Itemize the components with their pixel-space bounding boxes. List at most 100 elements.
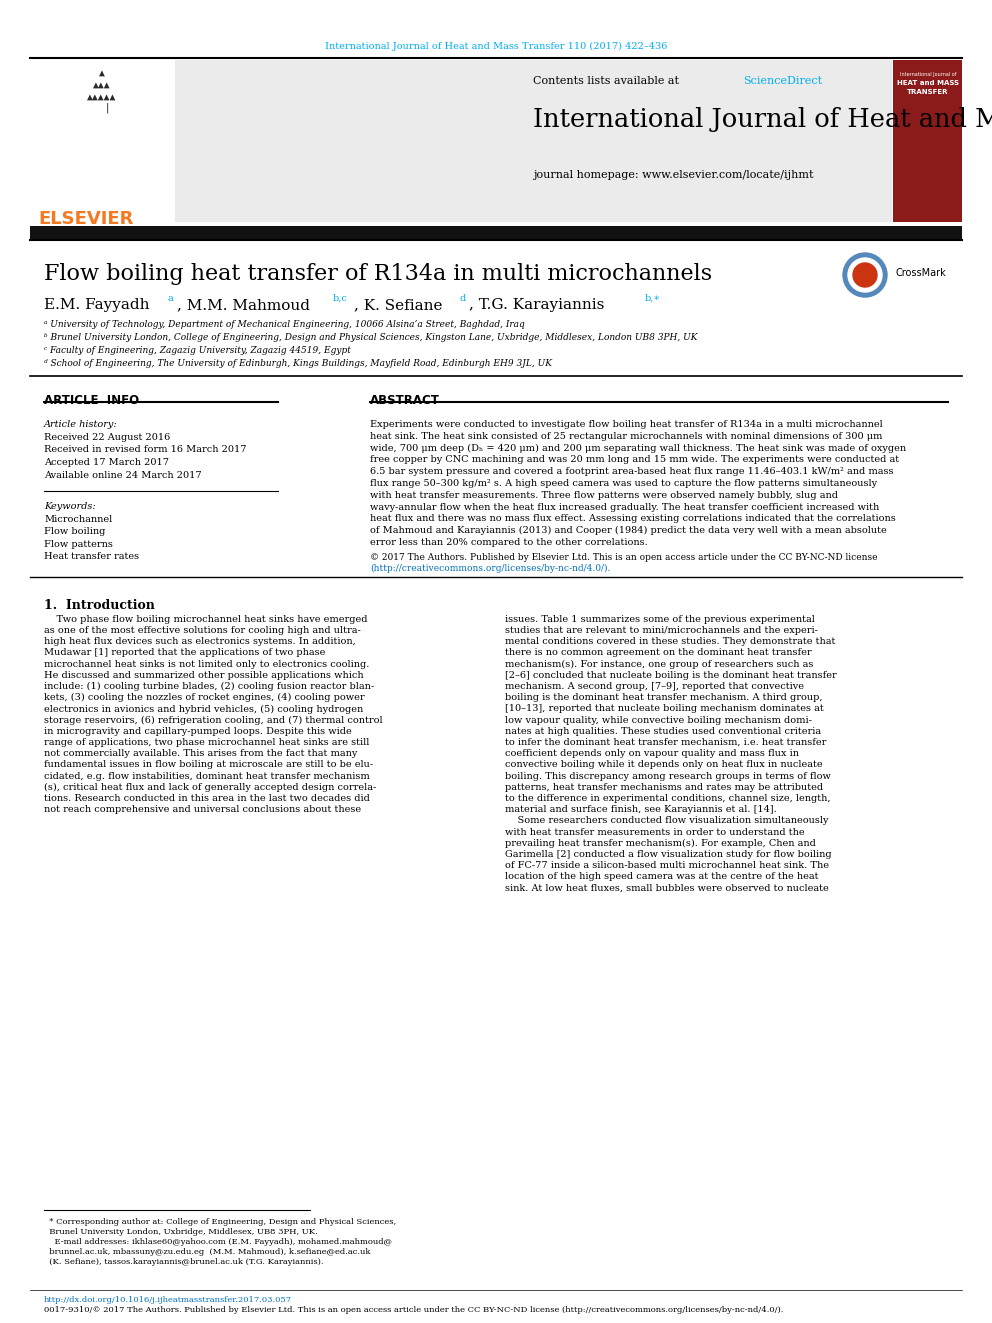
Text: tions. Research conducted in this area in the last two decades did: tions. Research conducted in this area i… [44, 794, 370, 803]
Text: wavy-annular flow when the heat flux increased gradually. The heat transfer coef: wavy-annular flow when the heat flux inc… [370, 503, 879, 512]
Text: mechanism. A second group, [7–9], reported that convective: mechanism. A second group, [7–9], report… [505, 681, 804, 691]
Text: to the difference in experimental conditions, channel size, length,: to the difference in experimental condit… [505, 794, 830, 803]
Text: http://dx.doi.org/10.1016/j.ijheatmasstransfer.2017.03.057: http://dx.doi.org/10.1016/j.ijheatmasstr… [44, 1297, 292, 1304]
Text: ELSEVIER: ELSEVIER [38, 210, 133, 228]
Text: brunnel.ac.uk, mbassuny@zu.edu.eg  (M.M. Mahmoud), k.sefiane@ed.ac.uk: brunnel.ac.uk, mbassuny@zu.edu.eg (M.M. … [44, 1248, 370, 1256]
Text: [2–6] concluded that nucleate boiling is the dominant heat transfer: [2–6] concluded that nucleate boiling is… [505, 671, 836, 680]
Text: as one of the most effective solutions for cooling high and ultra-: as one of the most effective solutions f… [44, 626, 361, 635]
Text: He discussed and summarized other possible applications which: He discussed and summarized other possib… [44, 671, 364, 680]
Text: with heat transfer measurements in order to understand the: with heat transfer measurements in order… [505, 828, 805, 836]
Text: Article history:: Article history: [44, 419, 118, 429]
Text: ScienceDirect: ScienceDirect [743, 75, 822, 86]
Text: , M.M. Mahmoud: , M.M. Mahmoud [177, 298, 310, 312]
Text: Available online 24 March 2017: Available online 24 March 2017 [44, 471, 201, 479]
Text: sink. At low heat fluxes, small bubbles were observed to nucleate: sink. At low heat fluxes, small bubbles … [505, 884, 828, 893]
Text: not reach comprehensive and universal conclusions about these: not reach comprehensive and universal co… [44, 806, 361, 814]
Text: b,∗: b,∗ [645, 294, 661, 303]
Text: fundamental issues in flow boiling at microscale are still to be elu-: fundamental issues in flow boiling at mi… [44, 761, 373, 770]
Text: Brunel University London, Uxbridge, Middlesex, UB8 3PH, UK.: Brunel University London, Uxbridge, Midd… [44, 1228, 317, 1236]
Text: heat flux and there was no mass flux effect. Assessing existing correlations ind: heat flux and there was no mass flux eff… [370, 515, 896, 524]
Text: coefficient depends only on vapour quality and mass flux in: coefficient depends only on vapour quali… [505, 749, 799, 758]
Text: ᵃ University of Technology, Department of Mechanical Engineering, 10066 Alsina’a: ᵃ University of Technology, Department o… [44, 320, 525, 329]
Text: of FC-77 inside a silicon-based multi microchannel heat sink. The: of FC-77 inside a silicon-based multi mi… [505, 861, 829, 871]
Circle shape [843, 253, 887, 296]
Text: E.M. Fayyadh: E.M. Fayyadh [44, 298, 150, 312]
Text: CrossMark: CrossMark [895, 269, 945, 278]
Text: International Journal of Heat and Mass Transfer: International Journal of Heat and Mass T… [533, 107, 992, 132]
Text: b,c: b,c [333, 294, 348, 303]
Text: 6.5 bar system pressure and covered a footprint area-based heat flux range 11.46: 6.5 bar system pressure and covered a fo… [370, 467, 894, 476]
Text: in microgravity and capillary-pumped loops. Despite this wide: in microgravity and capillary-pumped loo… [44, 726, 352, 736]
Text: Keywords:: Keywords: [44, 501, 95, 511]
Text: Flow boiling heat transfer of R134a in multi microchannels: Flow boiling heat transfer of R134a in m… [44, 263, 712, 284]
Text: high heat flux devices such as electronics systems. In addition,: high heat flux devices such as electroni… [44, 638, 356, 646]
Text: issues. Table 1 summarizes some of the previous experimental: issues. Table 1 summarizes some of the p… [505, 615, 814, 624]
Text: a: a [168, 294, 174, 303]
Text: ▲
▲▲▲
▲▲▲▲▲
  |: ▲ ▲▲▲ ▲▲▲▲▲ | [87, 67, 117, 114]
Text: convective boiling while it depends only on heat flux in nucleate: convective boiling while it depends only… [505, 761, 822, 770]
Text: (s), critical heat flux and lack of generally accepted design correla-: (s), critical heat flux and lack of gene… [44, 783, 376, 792]
Text: low vapour quality, while convective boiling mechanism domi-: low vapour quality, while convective boi… [505, 716, 811, 725]
Text: Garimella [2] conducted a flow visualization study for flow boiling: Garimella [2] conducted a flow visualiza… [505, 849, 831, 859]
Text: Two phase flow boiling microchannel heat sinks have emerged: Two phase flow boiling microchannel heat… [44, 615, 367, 624]
Text: not commercially available. This arises from the fact that many: not commercially available. This arises … [44, 749, 357, 758]
Text: Received 22 August 2016: Received 22 August 2016 [44, 433, 171, 442]
Text: patterns, heat transfer mechanisms and rates may be attributed: patterns, heat transfer mechanisms and r… [505, 783, 823, 791]
Text: [10–13], reported that nucleate boiling mechanism dominates at: [10–13], reported that nucleate boiling … [505, 704, 823, 713]
Text: Microchannel: Microchannel [44, 515, 112, 524]
Text: studies that are relevant to mini/microchannels and the experi-: studies that are relevant to mini/microc… [505, 626, 817, 635]
Text: TRANSFER: TRANSFER [908, 89, 948, 95]
Text: to infer the dominant heat transfer mechanism, i.e. heat transfer: to infer the dominant heat transfer mech… [505, 738, 826, 747]
Text: ABSTRACT: ABSTRACT [370, 394, 439, 407]
Text: include: (1) cooling turbine blades, (2) cooling fusion reactor blan-: include: (1) cooling turbine blades, (2)… [44, 681, 374, 691]
Text: range of applications, two phase microchannel heat sinks are still: range of applications, two phase microch… [44, 738, 369, 747]
Text: mental conditions covered in these studies. They demonstrate that: mental conditions covered in these studi… [505, 638, 835, 646]
Text: wide, 700 μm deep (Dₕ = 420 μm) and 200 μm separating wall thickness. The heat s: wide, 700 μm deep (Dₕ = 420 μm) and 200 … [370, 443, 906, 452]
Text: storage reservoirs, (6) refrigeration cooling, and (7) thermal control: storage reservoirs, (6) refrigeration co… [44, 716, 383, 725]
Text: error less than 20% compared to the other correlations.: error less than 20% compared to the othe… [370, 538, 648, 546]
Text: 0017-9310/© 2017 The Authors. Published by Elsevier Ltd. This is an open access : 0017-9310/© 2017 The Authors. Published … [44, 1306, 784, 1314]
Text: ᶜ Faculty of Engineering, Zagazig University, Zagazig 44519, Egypt: ᶜ Faculty of Engineering, Zagazig Univer… [44, 347, 351, 355]
Text: Some researchers conducted flow visualization simultaneously: Some researchers conducted flow visualiz… [505, 816, 828, 826]
Text: electronics in avionics and hybrid vehicles, (5) cooling hydrogen: electronics in avionics and hybrid vehic… [44, 704, 363, 713]
Text: boiling. This discrepancy among research groups in terms of flow: boiling. This discrepancy among research… [505, 771, 831, 781]
Text: material and surface finish, see Karayiannis et al. [14].: material and surface finish, see Karayia… [505, 806, 777, 814]
Text: mechanism(s). For instance, one group of researchers such as: mechanism(s). For instance, one group of… [505, 660, 813, 668]
Text: there is no common agreement on the dominant heat transfer: there is no common agreement on the domi… [505, 648, 811, 658]
Text: boiling is the dominant heat transfer mechanism. A third group,: boiling is the dominant heat transfer me… [505, 693, 822, 703]
Text: flux range 50–300 kg/m² s. A high speed camera was used to capture the flow patt: flux range 50–300 kg/m² s. A high speed … [370, 479, 877, 488]
Text: ARTICLE  INFO: ARTICLE INFO [44, 394, 139, 407]
Text: , K. Sefiane: , K. Sefiane [354, 298, 442, 312]
Text: prevailing heat transfer mechanism(s). For example, Chen and: prevailing heat transfer mechanism(s). F… [505, 839, 815, 848]
Text: ᵇ Brunel University London, College of Engineering, Design and Physical Sciences: ᵇ Brunel University London, College of E… [44, 333, 697, 343]
Text: nates at high qualities. These studies used conventional criteria: nates at high qualities. These studies u… [505, 726, 821, 736]
Text: Flow patterns: Flow patterns [44, 540, 113, 549]
Text: © 2017 The Authors. Published by Elsevier Ltd. This is an open access article un: © 2017 The Authors. Published by Elsevie… [370, 553, 878, 562]
Text: Mudawar [1] reported that the applications of two phase: Mudawar [1] reported that the applicatio… [44, 648, 325, 658]
Text: Received in revised form 16 March 2017: Received in revised form 16 March 2017 [44, 446, 246, 455]
Text: 1.  Introduction: 1. Introduction [44, 599, 155, 611]
Text: Flow boiling: Flow boiling [44, 528, 105, 537]
Text: Contents lists available at: Contents lists available at [533, 75, 682, 86]
Text: location of the high speed camera was at the centre of the heat: location of the high speed camera was at… [505, 872, 818, 881]
Circle shape [848, 258, 882, 292]
Text: journal homepage: www.elsevier.com/locate/ijhmt: journal homepage: www.elsevier.com/locat… [533, 169, 813, 180]
Text: International Journal of: International Journal of [900, 71, 956, 77]
Circle shape [853, 263, 877, 287]
Text: d: d [460, 294, 466, 303]
Text: , T.G. Karayiannis: , T.G. Karayiannis [469, 298, 604, 312]
Text: * Corresponding author at: College of Engineering, Design and Physical Sciences,: * Corresponding author at: College of En… [44, 1218, 396, 1226]
Text: heat sink. The heat sink consisted of 25 rectangular microchannels with nominal : heat sink. The heat sink consisted of 25… [370, 431, 882, 441]
Text: HEAT and MASS: HEAT and MASS [897, 79, 959, 86]
Text: Experiments were conducted to investigate flow boiling heat transfer of R134a in: Experiments were conducted to investigat… [370, 419, 883, 429]
Text: ᵈ School of Engineering, The University of Edinburgh, Kings Buildings, Mayfield : ᵈ School of Engineering, The University … [44, 359, 552, 368]
Text: E-mail addresses: ikhlase60@yahoo.com (E.M. Fayyadh), mohamed.mahmoud@: E-mail addresses: ikhlase60@yahoo.com (E… [44, 1238, 392, 1246]
Text: Heat transfer rates: Heat transfer rates [44, 553, 139, 561]
Text: of Mahmoud and Karayiannis (2013) and Cooper (1984) predict the data very well w: of Mahmoud and Karayiannis (2013) and Co… [370, 527, 887, 536]
Text: kets, (3) cooling the nozzles of rocket engines, (4) cooling power: kets, (3) cooling the nozzles of rocket … [44, 693, 365, 703]
Text: International Journal of Heat and Mass Transfer 110 (2017) 422–436: International Journal of Heat and Mass T… [324, 42, 668, 52]
Text: Accepted 17 March 2017: Accepted 17 March 2017 [44, 458, 169, 467]
Text: (K. Sefiane), tassos.karayiannis@brunel.ac.uk (T.G. Karayiannis).: (K. Sefiane), tassos.karayiannis@brunel.… [44, 1258, 323, 1266]
Text: microchannel heat sinks is not limited only to electronics cooling.: microchannel heat sinks is not limited o… [44, 660, 369, 668]
Text: with heat transfer measurements. Three flow patterns were observed namely bubbly: with heat transfer measurements. Three f… [370, 491, 838, 500]
